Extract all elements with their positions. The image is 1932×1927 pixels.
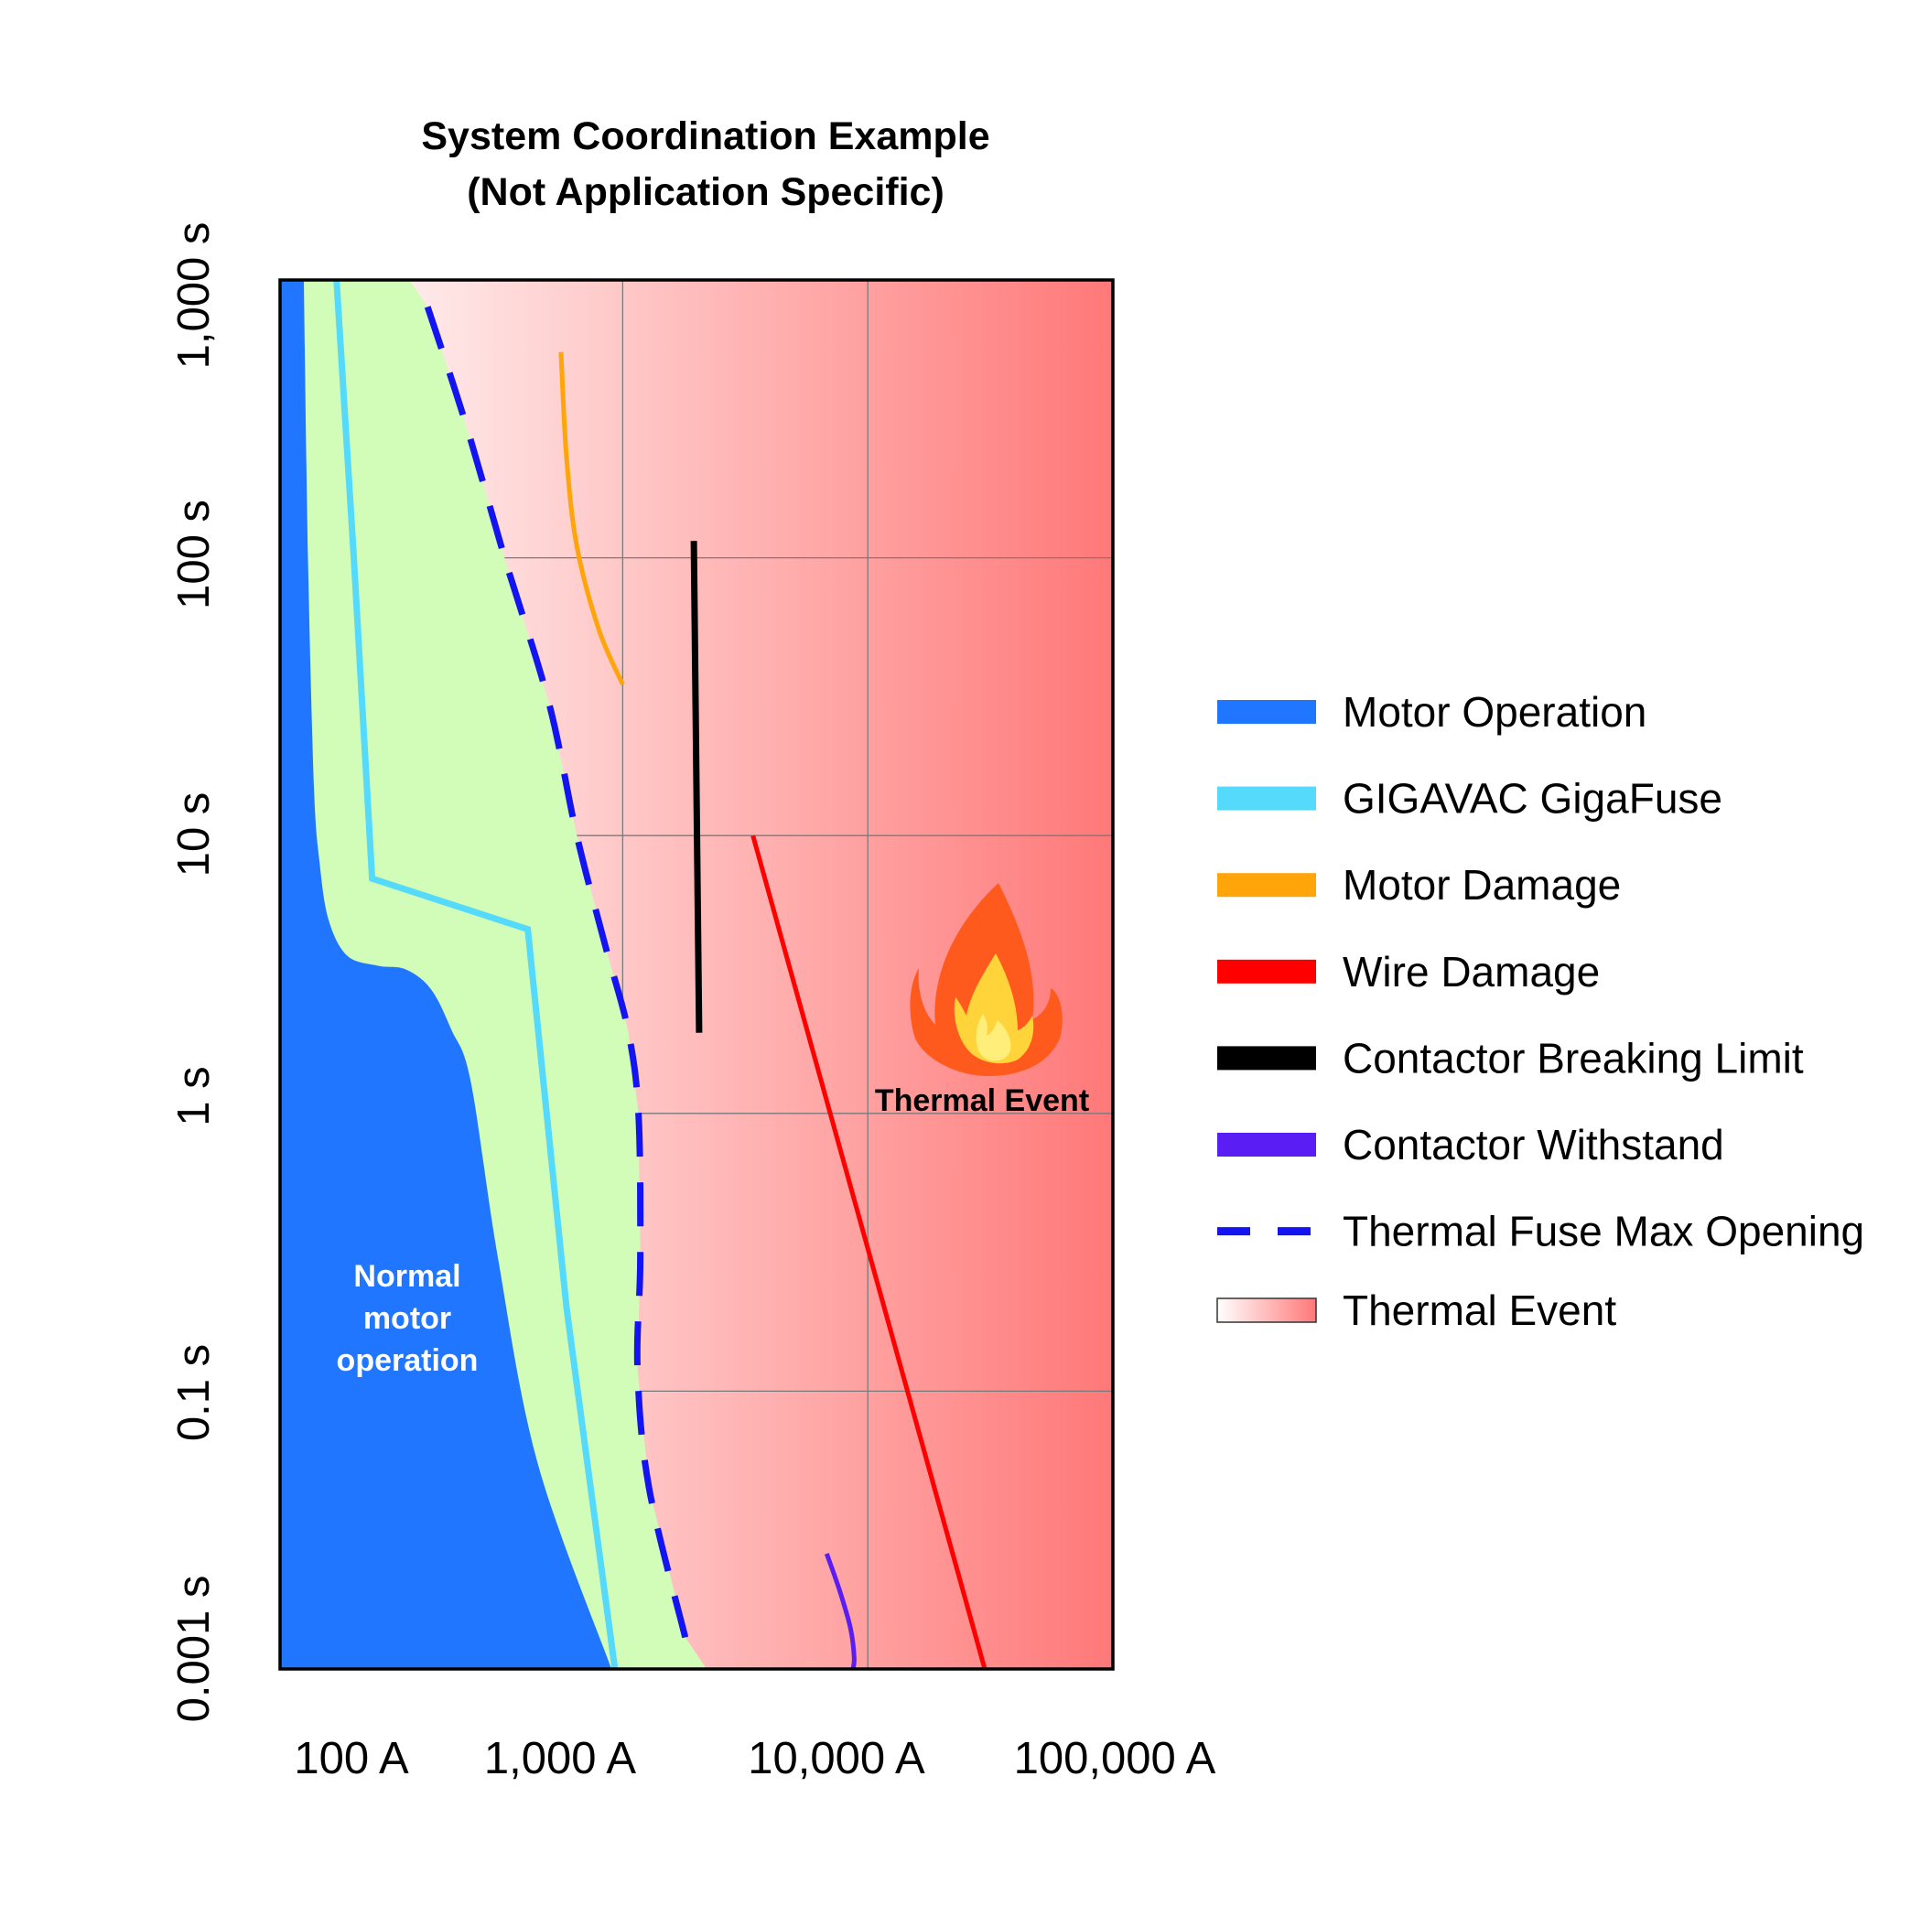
y-tick-label: 0.1 s xyxy=(169,1344,219,1441)
legend-swatch xyxy=(1217,1046,1316,1071)
legend-label: Thermal Event xyxy=(1343,1286,1616,1334)
legend-item: Motor Damage xyxy=(1217,861,1621,909)
legend-label: Motor Damage xyxy=(1343,861,1621,909)
y-tick-label: 1 s xyxy=(169,1066,219,1125)
legend-item: Thermal Fuse Max Opening xyxy=(1217,1208,1864,1255)
contactor-breaking-limit-line xyxy=(690,541,703,1033)
data-layer xyxy=(280,280,988,1669)
legend-label: GIGAVAC GigaFuse xyxy=(1343,775,1722,823)
legend-label: Contactor Breaking Limit xyxy=(1343,1034,1804,1082)
legend-item: GIGAVAC GigaFuse xyxy=(1217,775,1722,823)
legend-label: Wire Damage xyxy=(1343,948,1600,996)
legend-item: Thermal Event xyxy=(1216,1286,1616,1334)
normal-motor-operation-label: Normal motor operation xyxy=(337,1259,479,1378)
legend: Motor Operation GIGAVAC GigaFuse Motor Dam… xyxy=(1216,688,1864,1334)
y-tick-label: 0.001 s xyxy=(169,1576,219,1723)
thermal-event-label: Thermal Event xyxy=(875,1083,1089,1118)
x-tick-label: 100,000 A xyxy=(1014,1734,1216,1783)
legend-swatch xyxy=(1217,700,1316,724)
wire-damage-line xyxy=(750,834,988,1669)
y-tick-label: 10 s xyxy=(169,792,219,877)
motor-damage-line xyxy=(558,351,625,686)
plot-frame xyxy=(278,278,1115,1671)
x-tick-label: 100 A xyxy=(294,1734,409,1783)
x-tick-label: 10,000 A xyxy=(748,1734,925,1783)
legend-label: Contactor Withstand xyxy=(1343,1121,1724,1168)
legend-label: Thermal Fuse Max Opening xyxy=(1343,1208,1864,1255)
annotation-line: Normal xyxy=(353,1259,460,1294)
legend-swatch xyxy=(1217,959,1316,984)
y-tick-label: 1,000 s xyxy=(169,222,219,370)
motor-operation-area xyxy=(280,280,612,1669)
legend-label: Motor Operation xyxy=(1343,688,1646,736)
y-tick-label: 100 s xyxy=(169,500,219,609)
x-axis: 100 A 1,000 A 10,000 A 100,000 A xyxy=(294,1734,1215,1783)
legend-item: Contactor Breaking Limit xyxy=(1217,1034,1804,1082)
legend-swatch xyxy=(1217,1133,1316,1157)
gigafuse-line xyxy=(333,280,619,1669)
annotation-line: motor xyxy=(363,1301,451,1336)
chart-title: System Coordination Example xyxy=(421,114,989,158)
fire-icon xyxy=(910,883,1063,1077)
legend-item: Motor Operation xyxy=(1217,688,1646,736)
contactor-withstand-line xyxy=(824,1553,857,1669)
legend-swatch xyxy=(1217,786,1316,811)
annotation-line: operation xyxy=(337,1343,479,1378)
legend-item: Contactor Withstand xyxy=(1217,1121,1724,1168)
y-axis: 1,000 s 100 s 10 s 1 s 0.1 s 0.001 s xyxy=(169,222,219,1723)
thermal-fuse-max-opening-line xyxy=(424,306,689,1639)
x-tick-label: 1,000 A xyxy=(484,1734,637,1783)
legend-swatch xyxy=(1216,1297,1317,1323)
legend-swatch xyxy=(1217,873,1316,898)
chart-subtitle: (Not Application Specific) xyxy=(467,170,944,214)
legend-item: Wire Damage xyxy=(1217,948,1600,996)
